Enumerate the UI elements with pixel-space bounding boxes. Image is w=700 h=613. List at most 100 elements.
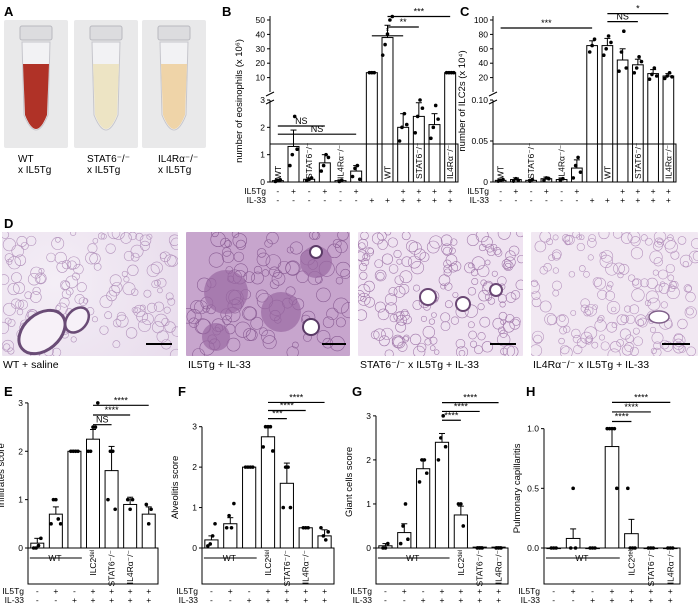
histology-alveolus (494, 249, 503, 257)
histology-alveolus (188, 317, 199, 328)
factor-sign-il33: + (651, 195, 656, 205)
histology-alveolus (552, 234, 559, 241)
histology-alveolus (560, 344, 570, 355)
histology-alveolus (16, 308, 24, 316)
data-point (436, 458, 441, 462)
histology-caption: IL5Tg + IL-33 (188, 359, 251, 371)
wt-label: WT (223, 553, 236, 563)
histology-alveolus (309, 232, 319, 240)
data-point (542, 178, 546, 183)
histology-alveolus (258, 327, 268, 337)
group-label: STAT6⁻/⁻ (646, 549, 656, 586)
factor-sign-il5tg: + (610, 586, 615, 596)
bar (141, 513, 156, 549)
histology-alveolus (600, 341, 610, 351)
data-point (652, 66, 657, 70)
factor-sign-il33: + (284, 595, 289, 605)
data-point (372, 70, 377, 75)
histology-alveolus (7, 256, 21, 270)
group-label: ILC2ᵈᵉˡ (456, 550, 466, 576)
histology-alveolus (2, 321, 10, 335)
histology-alveolus (167, 297, 176, 306)
histology-alveolus (82, 298, 89, 304)
histology-alveolus (617, 272, 624, 279)
y-tick-label: 0.05 (471, 136, 488, 146)
histology-alveolus (2, 339, 15, 353)
histology-alveolus (358, 283, 371, 298)
data-point (319, 169, 324, 173)
y-tick-label: 0 (366, 543, 371, 553)
histology-alveolus (502, 344, 515, 356)
histology-alveolus (576, 234, 582, 240)
group-label: IL4Rα⁻/⁻ (665, 550, 675, 585)
histology-alveolus (548, 254, 555, 262)
histology-alveolus (10, 298, 22, 309)
histology-alveolus (504, 262, 512, 271)
histology-alveolus (130, 244, 144, 258)
histology-alveolus (322, 316, 335, 328)
data-point (429, 136, 433, 141)
data-point (321, 163, 326, 168)
histology-image-wt-saline (2, 232, 178, 356)
factor-sign-il5tg: - (499, 186, 502, 196)
y-tick-label: 2 (18, 446, 23, 456)
data-point (36, 543, 41, 548)
histology-alveolus (409, 333, 422, 346)
tubes-photo (4, 20, 206, 148)
histology-alveolus (87, 243, 98, 254)
histology-alveolus (115, 314, 129, 328)
histology-alveolus (97, 232, 105, 240)
histology-alveolus (56, 261, 68, 273)
histology-alveolus (413, 345, 426, 356)
histology-alveolus (327, 243, 342, 259)
histology-alveolus (377, 308, 390, 321)
histology-alveolus (358, 262, 368, 272)
tube-label-il4ra: IL4Rα⁻/⁻ x IL5Tg (158, 154, 198, 176)
data-point (530, 177, 535, 182)
histology-alveolus (584, 326, 598, 340)
data-point (609, 40, 613, 45)
tube-liquid (93, 64, 119, 129)
histology-alveolus (105, 243, 116, 254)
y-tick-label: 2 (366, 455, 371, 465)
factor-sign-il5tg: + (322, 586, 327, 596)
histology-alveolus (635, 314, 647, 326)
factor-sign-il33: - (572, 595, 575, 605)
factor-label-il33: IL-33 (353, 595, 373, 605)
wt-label: WT (575, 553, 588, 563)
histology-alveolus (250, 316, 264, 330)
histology-alveolus (273, 269, 283, 279)
group-label: STAT6⁻/⁻ (475, 549, 485, 586)
histology-alveolus (169, 348, 178, 356)
factor-label-il33: IL-33 (521, 595, 541, 605)
factor-sign-il33: - (499, 195, 502, 205)
histology-alveolus (625, 314, 636, 325)
chart-f-alveolitis: 0 1 2 3 Alveolitis score WT ILC2ᵈᵉˡ STAT6⁻/⁻ IL4… (170, 392, 335, 605)
histology-alveolus (116, 311, 126, 322)
histology-alveolus (669, 281, 677, 289)
factor-label-il5tg: IL5Tg (2, 586, 24, 596)
bar (317, 535, 332, 549)
histology-alveolus (220, 237, 231, 248)
histology-infiltrate (261, 292, 301, 332)
histology-alveolus (531, 344, 543, 356)
histology-alveolus (531, 330, 544, 343)
histology-alveolus (515, 279, 523, 291)
data-point (268, 424, 273, 429)
histology-alveolus (59, 297, 70, 308)
data-point (106, 497, 110, 502)
histology-alveolus (606, 321, 618, 333)
histology-alveolus (416, 342, 427, 353)
histology-alveolus (613, 262, 625, 275)
factor-sign-il33: + (128, 595, 133, 605)
significance-label: *** (541, 18, 552, 28)
bar (434, 441, 450, 549)
histology-alveolus (629, 304, 640, 315)
group-label-box (492, 143, 677, 183)
histology-alveolus (558, 337, 565, 345)
histology-alveolus (358, 242, 366, 250)
data-point (461, 524, 466, 528)
histology-alveolus (497, 276, 507, 286)
histology-alveolus (477, 264, 490, 278)
histology-alveolus (269, 279, 280, 289)
